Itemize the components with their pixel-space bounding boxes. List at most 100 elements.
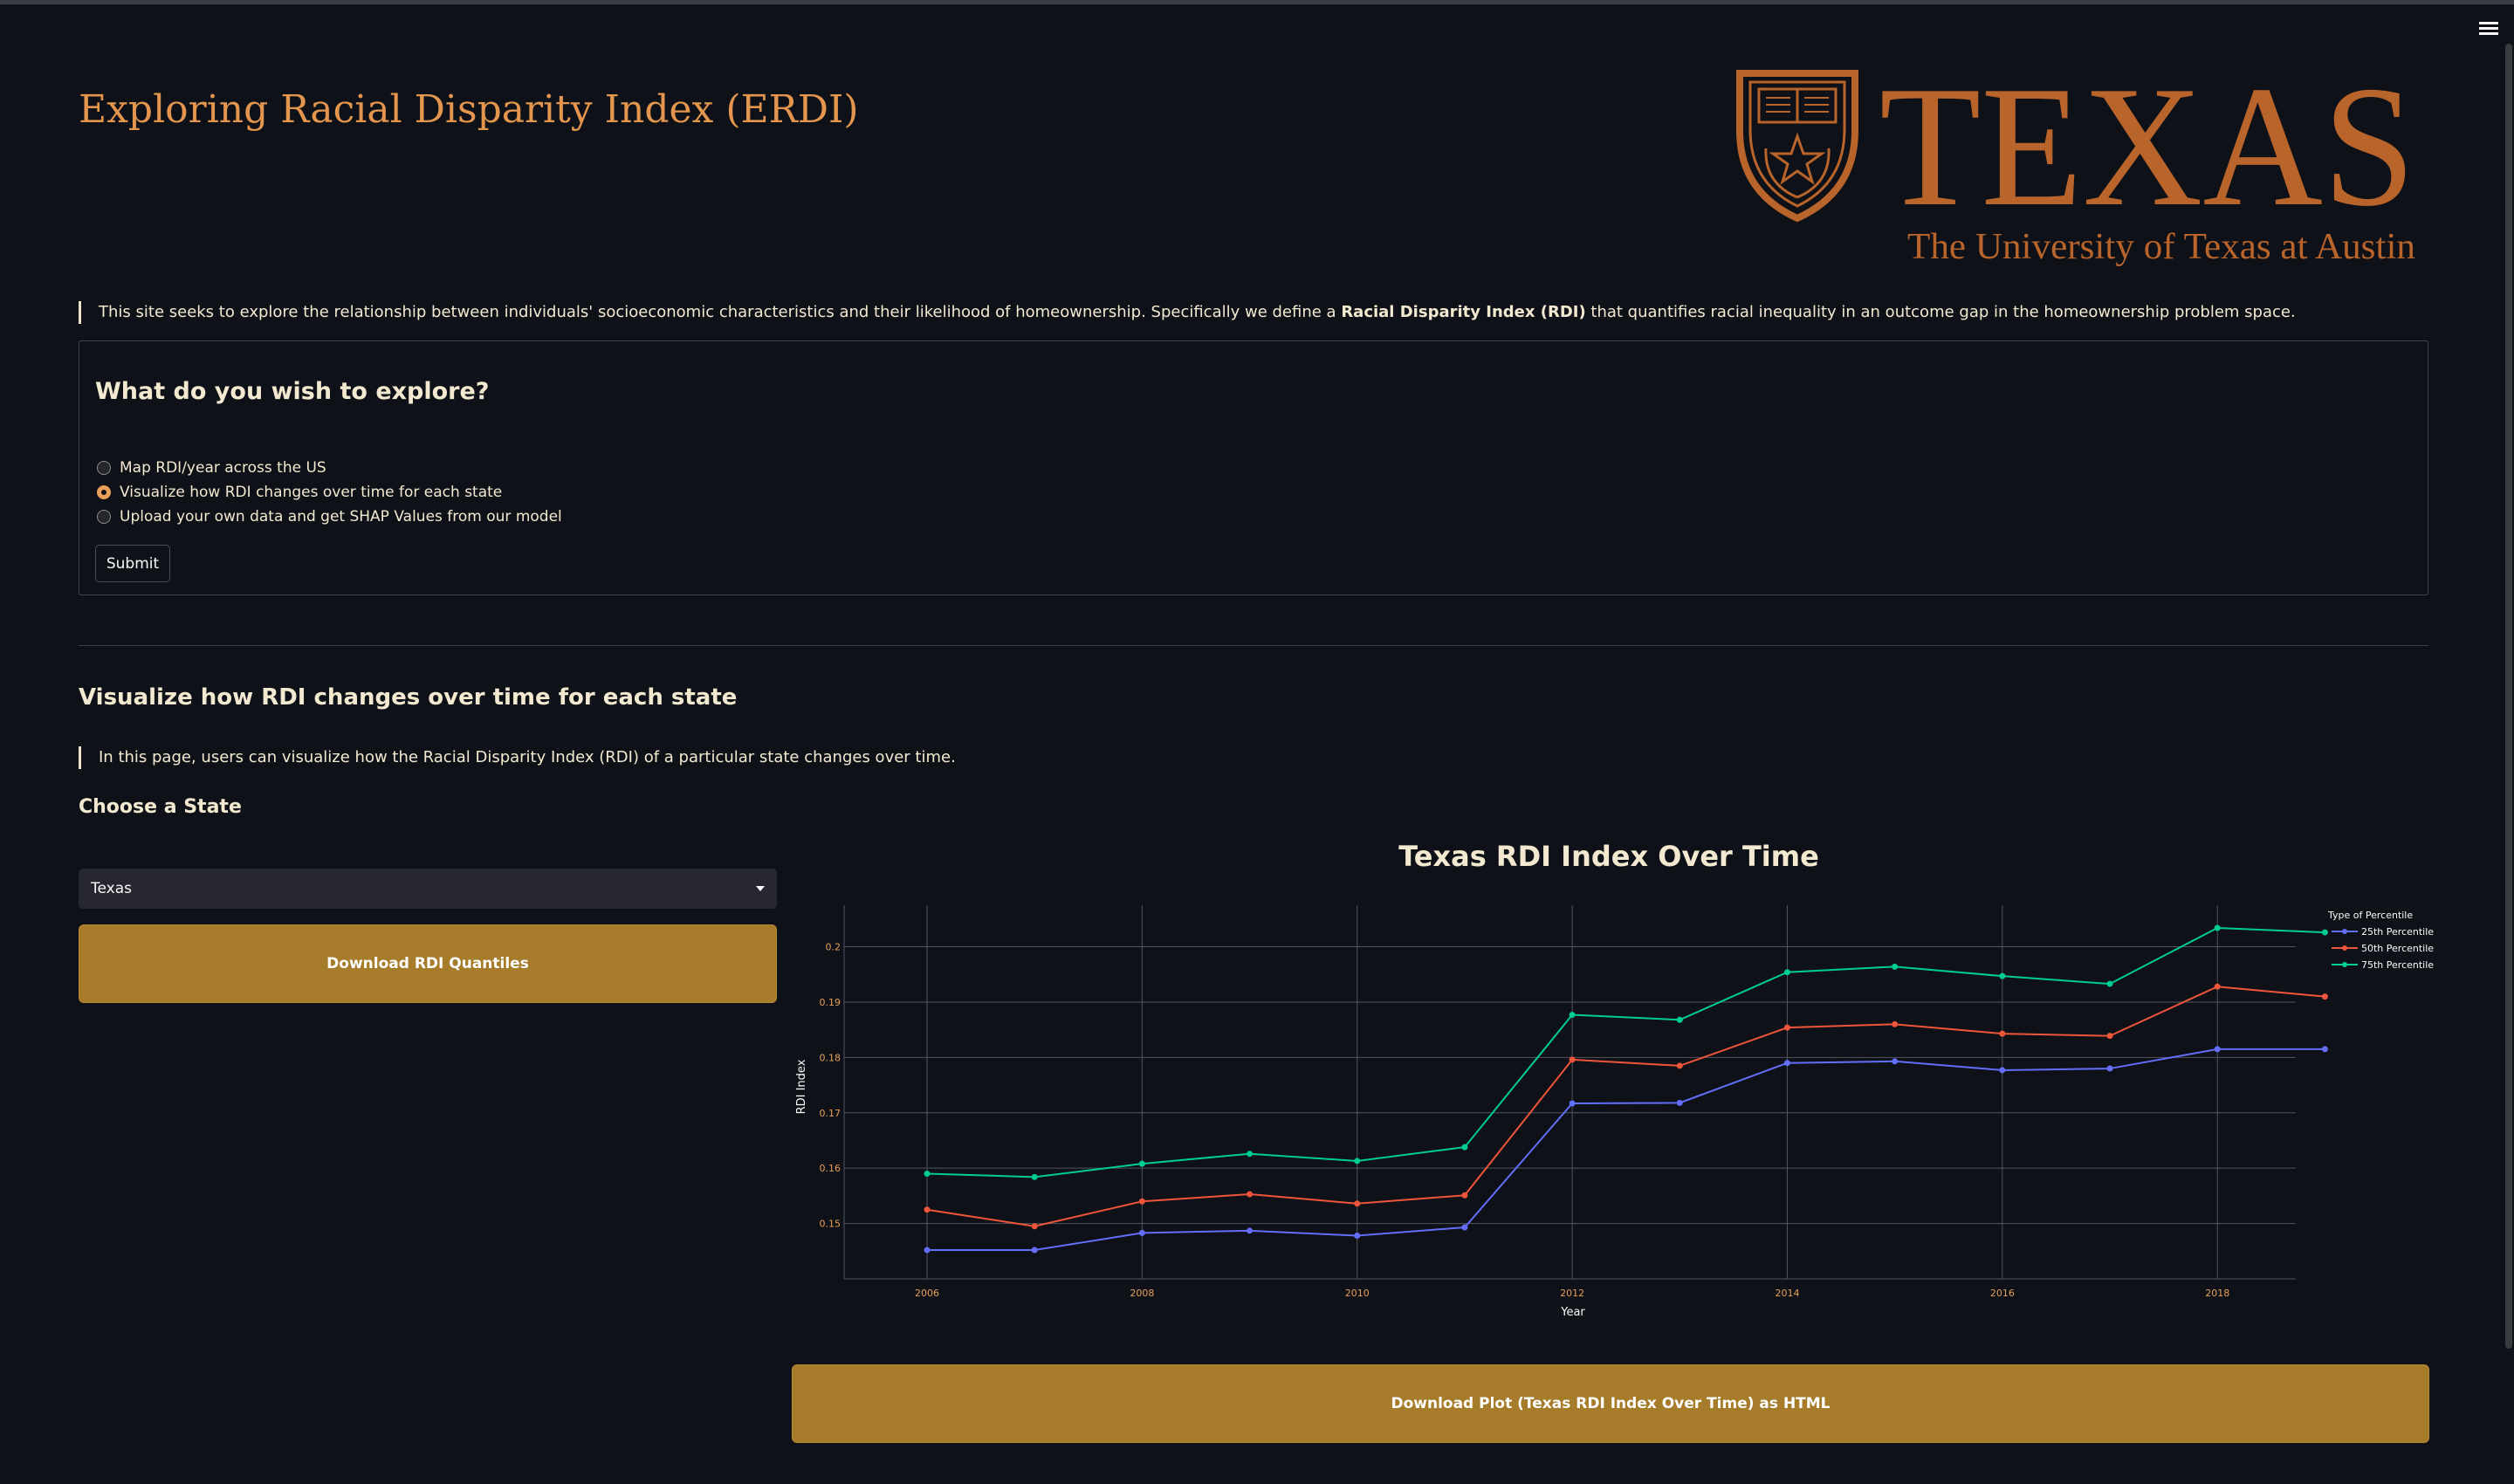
radio-option-upload[interactable]: Upload your own data and get SHAP Values… (97, 508, 562, 526)
section-title: Visualize how RDI changes over time for … (79, 684, 738, 711)
radio-icon[interactable] (97, 510, 111, 524)
data-point (1892, 1058, 1899, 1065)
radio-option-visualize[interactable]: Visualize how RDI changes over time for … (97, 484, 502, 501)
y-tick-label: 0.15 (820, 1219, 841, 1230)
state-select-value: Texas (91, 880, 132, 897)
radio-icon[interactable] (97, 461, 111, 475)
x-tick-label: 2010 (1345, 1288, 1370, 1299)
section-description: In this page, users can visualize how th… (79, 746, 956, 769)
data-point (1999, 1067, 2006, 1074)
data-point (1676, 1099, 1683, 1106)
data-point (1138, 1198, 1145, 1205)
data-point (1461, 1144, 1468, 1151)
legend-entry: 75th Percentile (2361, 959, 2434, 971)
x-tick-label: 2008 (1130, 1288, 1154, 1299)
download-plot-button[interactable]: Download Plot (Texas RDI Index Over Time… (792, 1364, 2429, 1443)
data-point (924, 1171, 931, 1178)
logo-subtitle: The University of Texas at Austin (1907, 227, 2415, 267)
data-point (1783, 969, 1790, 976)
series-line (926, 926, 2325, 1178)
x-tick-label: 2014 (1775, 1288, 1799, 1299)
data-point (1247, 1151, 1254, 1158)
hamburger-menu-icon[interactable] (2479, 19, 2498, 38)
x-tick-label: 2018 (2205, 1288, 2229, 1299)
page-title: Exploring Racial Disparity Index (ERDI) (79, 87, 859, 132)
legend-entry: 25th Percentile (2361, 926, 2434, 938)
section-divider (79, 645, 2428, 646)
data-point (2106, 1065, 2113, 1072)
y-tick-label: 0.2 (826, 942, 841, 953)
data-point (924, 1247, 931, 1254)
data-point (1676, 1016, 1683, 1023)
explore-form: What do you wish to explore? Map RDI/yea… (79, 340, 2428, 595)
data-point (1569, 1056, 1576, 1063)
y-tick-label: 0.19 (820, 997, 841, 1008)
data-point (2214, 924, 2221, 931)
series-line (926, 986, 2325, 1227)
section-description-text: In this page, users can visualize how th… (99, 748, 956, 766)
y-tick-label: 0.17 (820, 1108, 841, 1119)
legend-marker (2342, 929, 2347, 934)
data-point (1892, 963, 1899, 970)
y-tick-label: 0.18 (820, 1052, 841, 1063)
shield-icon (1736, 70, 1858, 223)
data-point (1354, 1200, 1361, 1207)
data-point (1892, 1020, 1899, 1027)
data-point (1783, 1024, 1790, 1031)
legend-marker (2342, 945, 2347, 951)
intro-text-end: that quantifies racial inequality in an … (1585, 303, 2296, 321)
top-decoration-bar (0, 0, 2514, 4)
data-point (1354, 1233, 1361, 1240)
radio-label: Map RDI/year across the US (120, 459, 326, 477)
intro-bold-term: Racial Disparity Index (RDI) (1341, 303, 1586, 321)
data-point (1247, 1227, 1254, 1234)
data-point (2321, 929, 2328, 936)
rdi-line-chart: Texas RDI Index Over Time 2006 2008 2010 20… (795, 840, 2434, 1319)
data-point (1138, 1229, 1145, 1236)
state-select[interactable]: Texas (79, 869, 777, 909)
form-title: What do you wish to explore? (95, 378, 490, 405)
data-point (924, 1206, 931, 1213)
data-point (1031, 1173, 1038, 1180)
intro-text: This site seeks to explore the relations… (99, 303, 1342, 321)
data-point (2106, 1033, 2113, 1040)
x-tick-label: 2016 (1990, 1288, 2015, 1299)
chart-title: Texas RDI Index Over Time (1398, 840, 1819, 873)
legend-title: Type of Percentile (2327, 910, 2413, 921)
y-tick-label: 0.16 (820, 1163, 841, 1174)
data-point (2106, 980, 2113, 987)
data-point (1031, 1223, 1038, 1230)
radio-checked-icon[interactable] (97, 485, 111, 499)
data-point (1461, 1192, 1468, 1199)
data-point (1354, 1158, 1361, 1165)
data-point (1031, 1247, 1038, 1254)
data-point (2321, 993, 2328, 1000)
data-point (1569, 1012, 1576, 1019)
x-tick-label: 2006 (915, 1288, 939, 1299)
intro-quote: This site seeks to explore the relations… (79, 301, 2296, 324)
legend-marker (2342, 962, 2347, 967)
radio-option-map[interactable]: Map RDI/year across the US (97, 459, 326, 477)
submit-button[interactable]: Submit (95, 545, 170, 582)
data-point (2214, 1046, 2221, 1053)
ut-austin-logo: TEXAS The University of Texas at Austin (1736, 70, 2415, 267)
data-point (1138, 1160, 1145, 1167)
download-quantiles-button[interactable]: Download RDI Quantiles (79, 924, 777, 1003)
chevron-down-icon[interactable] (756, 886, 765, 891)
data-point (1247, 1191, 1254, 1198)
x-tick-label: 2012 (1560, 1288, 1584, 1299)
choose-state-label: Choose a State (79, 796, 242, 818)
scrollbar[interactable] (2505, 44, 2512, 1349)
data-point (1999, 1030, 2006, 1037)
data-point (1999, 972, 2006, 979)
y-axis-label: RDI Index (795, 1059, 808, 1114)
data-point (1461, 1224, 1468, 1231)
legend-entry: 50th Percentile (2361, 943, 2434, 954)
data-point (1783, 1060, 1790, 1067)
data-point (2214, 983, 2221, 990)
radio-label: Visualize how RDI changes over time for … (120, 484, 503, 501)
x-axis-label: Year (1560, 1306, 1585, 1319)
logo-wordmark: TEXAS (1879, 70, 2415, 242)
data-point (1569, 1100, 1576, 1107)
data-point (2321, 1046, 2328, 1053)
